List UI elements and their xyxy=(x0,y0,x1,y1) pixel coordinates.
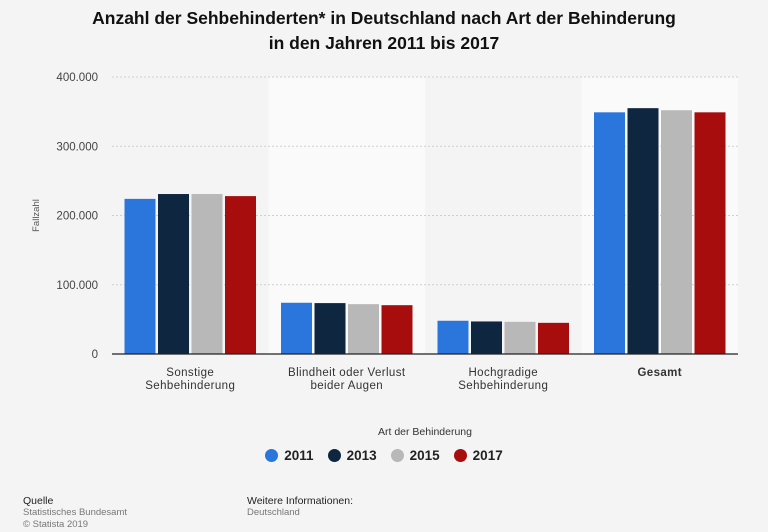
bar-chart: 0 100.000 200.000 300.000 400.000 Fallzahl Son… xyxy=(31,72,738,438)
legend-item-2011[interactable]: 2011 xyxy=(265,448,314,463)
category-band xyxy=(425,77,582,354)
y-tick-label: 200.000 xyxy=(56,211,98,223)
bar-2015-cat-0 xyxy=(191,194,223,354)
x-tick-label: Gesamt xyxy=(637,367,682,379)
y-axis-label: Fallzahl xyxy=(31,199,42,232)
bar-2017-cat-3 xyxy=(694,112,726,354)
source-name: Statistisches Bundesamt xyxy=(23,507,128,518)
legend-swatch-icon xyxy=(453,449,467,462)
bar-2011-cat-3 xyxy=(594,112,625,354)
bar-2015-cat-1 xyxy=(348,304,379,354)
y-tick-label: 400.000 xyxy=(56,72,98,84)
y-tick-label: 300.000 xyxy=(56,141,98,153)
copyright: © Statista 2019 xyxy=(23,519,89,530)
info-label[interactable]: Weitere Informationen: xyxy=(247,495,354,507)
legend-label: 2017 xyxy=(472,448,503,463)
info-block[interactable]: Weitere Informationen: Deutschland xyxy=(247,495,353,519)
bar-2011-cat-2 xyxy=(437,320,469,354)
bar-2011-cat-0 xyxy=(124,198,156,354)
legend-item-2013[interactable]: 2013 xyxy=(327,448,377,463)
x-tick-label: Blindheit oder Verlust xyxy=(288,367,406,379)
chart-title: Anzahl der Sehbehinderten* in Deutschlan… xyxy=(0,6,768,56)
chart-legend: 2011 2013 2015 2017 xyxy=(0,448,768,463)
bar-2011-cat-1 xyxy=(281,302,312,354)
bar-2017-cat-2 xyxy=(538,322,569,354)
bar-2013-cat-2 xyxy=(471,321,502,354)
legend-label: 2013 xyxy=(346,448,377,463)
bar-2015-cat-3 xyxy=(661,110,692,355)
legend-label: 2011 xyxy=(284,448,314,463)
x-tick-label: Sehbehinderung xyxy=(458,380,548,392)
legend-swatch-icon xyxy=(265,449,279,462)
chart-title-line-1: Anzahl der Sehbehinderten* in Deutschlan… xyxy=(92,8,676,28)
chart-title-line-2: in den Jahren 2011 bis 2017 xyxy=(268,33,500,53)
x-axis-label: Art der Behinderung xyxy=(378,426,472,438)
legend-swatch-icon xyxy=(327,449,341,462)
bar-2013-cat-3 xyxy=(627,108,659,354)
bar-2017-cat-0 xyxy=(225,196,256,354)
y-tick-label: 0 xyxy=(92,349,98,361)
x-tick-label: Hochgradige xyxy=(468,367,538,379)
legend-label: 2015 xyxy=(409,448,440,463)
x-tick-label: Sehbehinderung xyxy=(145,380,235,392)
y-tick-label: 100.000 xyxy=(56,280,98,292)
legend-item-2017[interactable]: 2017 xyxy=(453,448,503,463)
x-tick-label: Sonstige xyxy=(166,367,214,379)
bar-2015-cat-2 xyxy=(504,321,536,354)
legend-item-2015[interactable]: 2015 xyxy=(390,448,440,463)
source-label: Quelle xyxy=(23,495,54,507)
x-tick-label: beider Augen xyxy=(310,380,383,392)
bar-2013-cat-1 xyxy=(314,303,346,354)
source-block: Quelle Statistisches Bundesamt © Statist… xyxy=(23,495,127,531)
legend-swatch-icon xyxy=(390,449,404,462)
info-region: Deutschland xyxy=(247,507,300,518)
bar-2017-cat-1 xyxy=(381,305,413,354)
bar-2013-cat-0 xyxy=(158,194,189,354)
